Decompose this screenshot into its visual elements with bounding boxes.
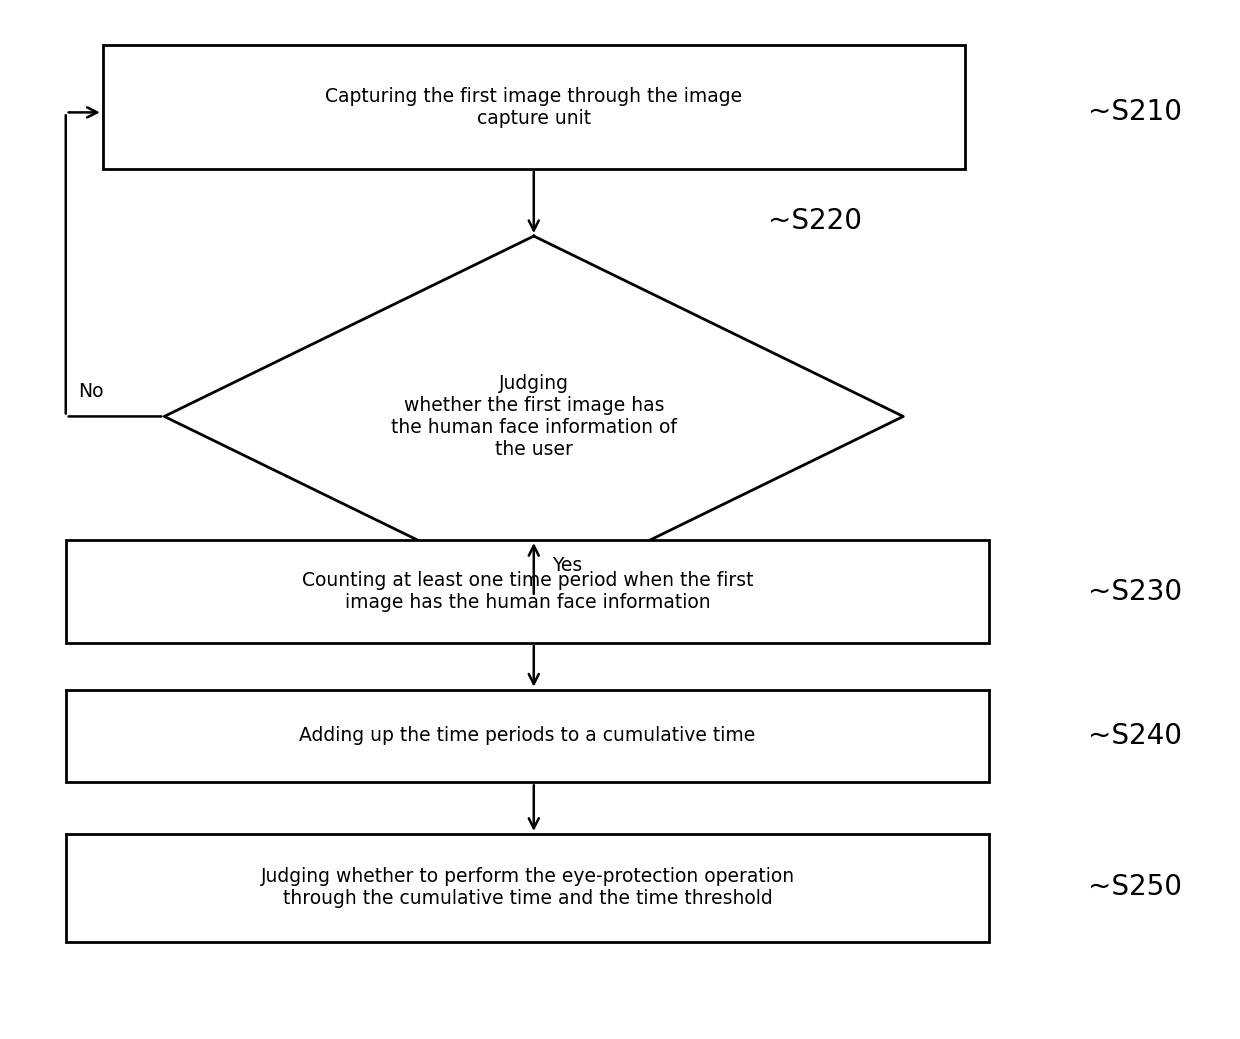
Text: ~S210: ~S210 (1087, 99, 1182, 127)
Text: Judging whether to perform the eye-protection operation
through the cumulative t: Judging whether to perform the eye-prote… (260, 868, 795, 908)
Text: ~S220: ~S220 (768, 207, 862, 235)
Text: ~S250: ~S250 (1087, 874, 1182, 902)
FancyBboxPatch shape (66, 834, 990, 942)
Text: Counting at least one time period when the first
image has the human face inform: Counting at least one time period when t… (301, 571, 754, 612)
Text: No: No (78, 382, 103, 401)
FancyBboxPatch shape (66, 690, 990, 782)
FancyBboxPatch shape (103, 46, 965, 169)
Text: Yes: Yes (552, 556, 583, 576)
Text: Judging
whether the first image has
the human face information of
the user: Judging whether the first image has the … (391, 374, 677, 459)
Text: Capturing the first image through the image
capture unit: Capturing the first image through the im… (325, 86, 743, 128)
FancyBboxPatch shape (66, 540, 990, 643)
Polygon shape (164, 236, 903, 596)
Text: Adding up the time periods to a cumulative time: Adding up the time periods to a cumulati… (300, 726, 755, 745)
Text: ~S240: ~S240 (1087, 722, 1182, 750)
Text: ~S230: ~S230 (1087, 578, 1182, 606)
